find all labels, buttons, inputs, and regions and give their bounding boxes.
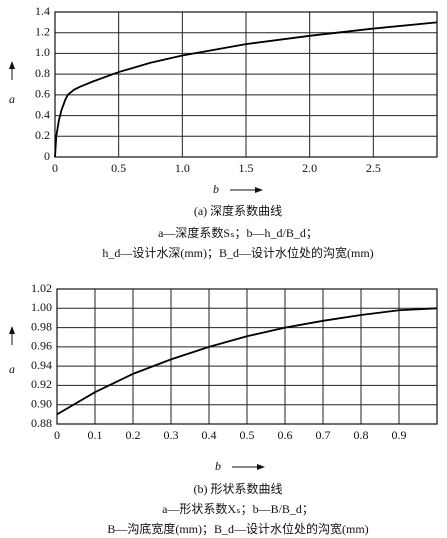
caption: h_d—设计水深(mm)；B_d—设计水位处的沟宽(mm) (102, 245, 373, 260)
y-tick-label: 0.90 (31, 396, 52, 410)
y-tick-label: 1.02 (31, 281, 52, 295)
x-tick-label: 0.6 (278, 428, 293, 442)
x-tick-label: 0.3 (164, 428, 179, 442)
y-tick-label: 0.92 (31, 377, 52, 391)
x-tick-label: 0 (54, 428, 60, 442)
curve (54, 21, 438, 158)
arrows (9, 61, 265, 470)
y-tick-label: 0.6 (35, 87, 50, 101)
y-tick-label: 1.00 (31, 300, 52, 314)
x-tick-label: 0.5 (240, 428, 255, 442)
caption: a—形状系数Xₛ；b—B/B_d； (162, 501, 314, 516)
y-tick-label: 1.0 (35, 45, 50, 59)
y-tick-label: 0.8 (35, 66, 50, 80)
y-tick-label: 0.2 (35, 128, 50, 142)
y-tick-label: 0 (44, 149, 50, 163)
x-axis-label: b (215, 459, 221, 473)
y-axis-label: a (9, 362, 15, 376)
x-tick-label: 0.9 (392, 428, 407, 442)
plot-frame (54, 11, 438, 158)
x-tick-label: 2.5 (366, 161, 381, 175)
y-axis-label: a (9, 92, 15, 106)
curve (56, 307, 438, 416)
x-tick-label: 1.0 (175, 161, 190, 175)
x-tick-label: 0.5 (111, 161, 126, 175)
x-tick-label: 0.8 (354, 428, 369, 442)
y-tick-label: 0.98 (31, 319, 52, 333)
y-tick-label: 0.94 (31, 358, 52, 372)
y-tick-label: 1.4 (35, 4, 50, 18)
caption: B—沟底宽度(mm)；B_d—设计水位处的沟宽(mm) (107, 521, 368, 536)
y-tick-label: 0.88 (31, 416, 52, 430)
x-tick-label: 0.1 (88, 428, 103, 442)
caption: a—深度系数Sₛ；b—h_d/B_d； (158, 225, 318, 240)
y-tick-label: 1.2 (35, 24, 50, 38)
caption: (a) 深度系数曲线 (194, 203, 282, 218)
x-axis-label: b (213, 182, 219, 196)
y-tick-label: 0.4 (35, 107, 50, 121)
x-tick-label: 0 (52, 161, 58, 175)
y-tick-label: 0.96 (31, 339, 52, 353)
x-tick-label: 1.5 (239, 161, 254, 175)
x-tick-label: 0.2 (126, 428, 141, 442)
x-tick-label: 0.7 (316, 428, 331, 442)
x-tick-label: 2.0 (302, 161, 317, 175)
x-tick-label: 0.4 (202, 428, 217, 442)
caption: (b) 形状系数曲线 (194, 481, 283, 496)
plot-frame (56, 288, 438, 425)
